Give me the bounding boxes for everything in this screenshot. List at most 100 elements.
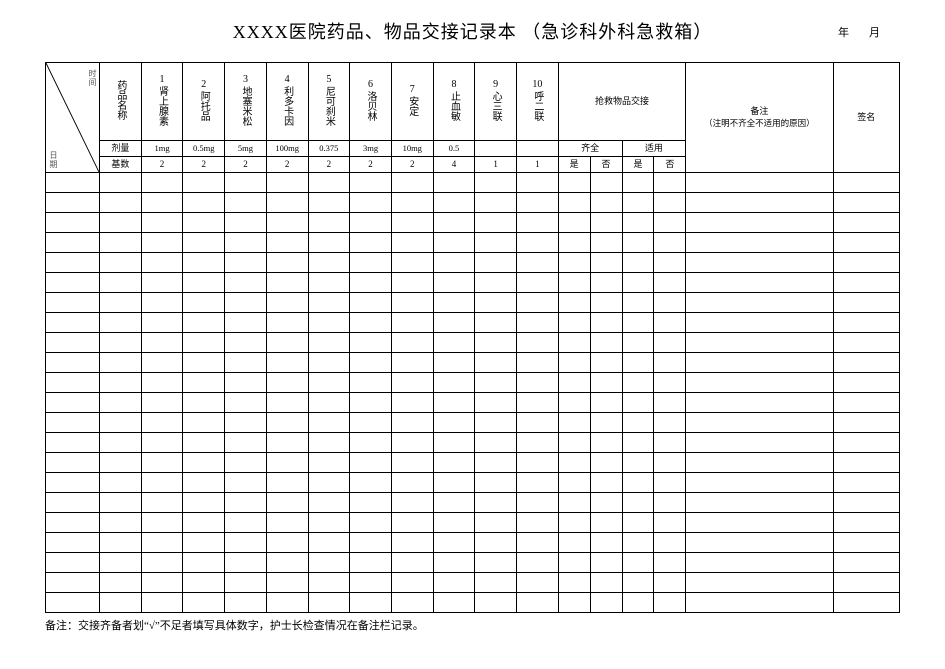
- cell[interactable]: [99, 533, 141, 553]
- cell[interactable]: [433, 253, 475, 273]
- cell[interactable]: [475, 193, 517, 213]
- cell[interactable]: [183, 473, 225, 493]
- cell[interactable]: [141, 513, 183, 533]
- cell[interactable]: [517, 493, 559, 513]
- cell[interactable]: [391, 393, 433, 413]
- cell[interactable]: [686, 573, 833, 593]
- cell[interactable]: [141, 353, 183, 373]
- cell[interactable]: [622, 453, 654, 473]
- cell[interactable]: [654, 193, 686, 213]
- cell[interactable]: [391, 573, 433, 593]
- cell[interactable]: [99, 173, 141, 193]
- cell[interactable]: [833, 393, 899, 413]
- cell[interactable]: [46, 393, 100, 413]
- cell[interactable]: [391, 193, 433, 213]
- cell[interactable]: [433, 433, 475, 453]
- cell[interactable]: [141, 553, 183, 573]
- cell[interactable]: [350, 253, 392, 273]
- cell[interactable]: [225, 353, 267, 373]
- cell[interactable]: [558, 273, 590, 293]
- cell[interactable]: [99, 553, 141, 573]
- cell[interactable]: [475, 433, 517, 453]
- cell[interactable]: [622, 233, 654, 253]
- cell[interactable]: [654, 353, 686, 373]
- cell[interactable]: [350, 233, 392, 253]
- cell[interactable]: [266, 553, 308, 573]
- cell[interactable]: [590, 553, 622, 573]
- cell[interactable]: [686, 293, 833, 313]
- cell[interactable]: [141, 253, 183, 273]
- cell[interactable]: [517, 573, 559, 593]
- cell[interactable]: [350, 433, 392, 453]
- cell[interactable]: [590, 533, 622, 553]
- cell[interactable]: [350, 573, 392, 593]
- cell[interactable]: [622, 533, 654, 553]
- cell[interactable]: [141, 333, 183, 353]
- cell[interactable]: [46, 353, 100, 373]
- cell[interactable]: [686, 373, 833, 393]
- cell[interactable]: [686, 193, 833, 213]
- cell[interactable]: [654, 493, 686, 513]
- cell[interactable]: [654, 433, 686, 453]
- cell[interactable]: [391, 553, 433, 573]
- cell[interactable]: [141, 273, 183, 293]
- cell[interactable]: [391, 353, 433, 373]
- cell[interactable]: [833, 413, 899, 433]
- cell[interactable]: [99, 453, 141, 473]
- cell[interactable]: [433, 173, 475, 193]
- cell[interactable]: [475, 173, 517, 193]
- cell[interactable]: [517, 233, 559, 253]
- cell[interactable]: [590, 453, 622, 473]
- cell[interactable]: [46, 553, 100, 573]
- cell[interactable]: [266, 353, 308, 373]
- cell[interactable]: [517, 433, 559, 453]
- cell[interactable]: [391, 273, 433, 293]
- cell[interactable]: [308, 273, 350, 293]
- cell[interactable]: [433, 573, 475, 593]
- cell[interactable]: [558, 353, 590, 373]
- cell[interactable]: [99, 333, 141, 353]
- cell[interactable]: [183, 193, 225, 213]
- cell[interactable]: [590, 273, 622, 293]
- cell[interactable]: [475, 333, 517, 353]
- cell[interactable]: [225, 173, 267, 193]
- cell[interactable]: [475, 413, 517, 433]
- cell[interactable]: [622, 373, 654, 393]
- cell[interactable]: [433, 533, 475, 553]
- cell[interactable]: [517, 173, 559, 193]
- cell[interactable]: [141, 433, 183, 453]
- cell[interactable]: [558, 473, 590, 493]
- cell[interactable]: [558, 373, 590, 393]
- cell[interactable]: [308, 333, 350, 353]
- cell[interactable]: [266, 593, 308, 613]
- cell[interactable]: [654, 473, 686, 493]
- cell[interactable]: [654, 233, 686, 253]
- cell[interactable]: [433, 333, 475, 353]
- cell[interactable]: [475, 553, 517, 573]
- cell[interactable]: [686, 433, 833, 453]
- cell[interactable]: [350, 453, 392, 473]
- cell[interactable]: [266, 213, 308, 233]
- cell[interactable]: [433, 473, 475, 493]
- cell[interactable]: [350, 193, 392, 213]
- cell[interactable]: [350, 593, 392, 613]
- cell[interactable]: [266, 233, 308, 253]
- cell[interactable]: [308, 393, 350, 413]
- cell[interactable]: [183, 593, 225, 613]
- cell[interactable]: [391, 413, 433, 433]
- cell[interactable]: [391, 533, 433, 553]
- cell[interactable]: [225, 313, 267, 333]
- cell[interactable]: [686, 593, 833, 613]
- cell[interactable]: [654, 393, 686, 413]
- cell[interactable]: [225, 413, 267, 433]
- cell[interactable]: [433, 493, 475, 513]
- cell[interactable]: [475, 313, 517, 333]
- cell[interactable]: [654, 413, 686, 433]
- cell[interactable]: [266, 573, 308, 593]
- cell[interactable]: [517, 213, 559, 233]
- cell[interactable]: [517, 373, 559, 393]
- cell[interactable]: [266, 253, 308, 273]
- cell[interactable]: [517, 473, 559, 493]
- cell[interactable]: [558, 513, 590, 533]
- cell[interactable]: [225, 573, 267, 593]
